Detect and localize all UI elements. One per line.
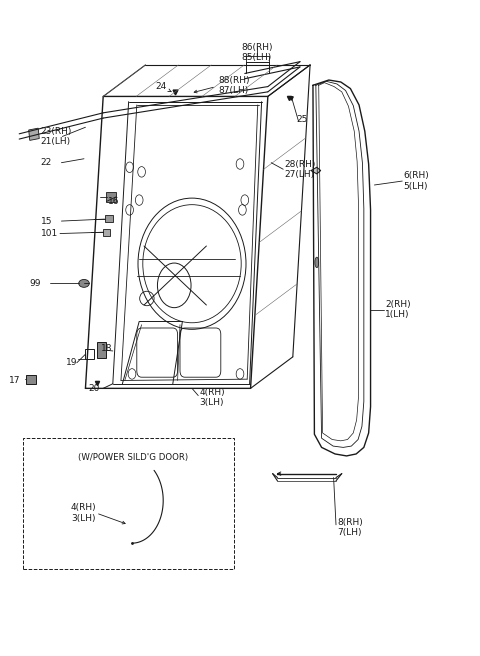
Text: 8(RH)
7(LH): 8(RH) 7(LH) <box>337 518 363 537</box>
Text: 2(RH)
1(LH): 2(RH) 1(LH) <box>385 300 410 319</box>
Text: 4(RH)
3(LH): 4(RH) 3(LH) <box>199 388 225 407</box>
FancyBboxPatch shape <box>103 229 110 236</box>
Bar <box>23 438 234 569</box>
FancyBboxPatch shape <box>26 375 36 384</box>
Text: 20: 20 <box>89 384 100 393</box>
Text: 25: 25 <box>297 115 308 124</box>
Polygon shape <box>311 167 321 174</box>
Bar <box>29 128 39 140</box>
Text: 88(RH)
87(LH): 88(RH) 87(LH) <box>218 75 250 95</box>
Ellipse shape <box>79 279 89 287</box>
Text: 18: 18 <box>101 344 112 354</box>
Text: 4(RH)
3(LH): 4(RH) 3(LH) <box>71 503 96 523</box>
Text: 23(RH)
21(LH): 23(RH) 21(LH) <box>41 127 72 146</box>
Text: 15: 15 <box>41 216 52 226</box>
Text: 99: 99 <box>30 279 41 288</box>
Text: 16: 16 <box>108 197 120 206</box>
Text: 17: 17 <box>9 376 20 385</box>
Text: 6(RH)
5(LH): 6(RH) 5(LH) <box>403 171 429 191</box>
Text: (W/POWER SILD'G DOOR): (W/POWER SILD'G DOOR) <box>78 453 189 462</box>
Text: 101: 101 <box>41 229 58 238</box>
FancyBboxPatch shape <box>106 192 116 202</box>
Text: 22: 22 <box>41 158 52 167</box>
Text: 24: 24 <box>156 82 167 91</box>
FancyBboxPatch shape <box>97 342 106 358</box>
Text: 86(RH)
85(LH): 86(RH) 85(LH) <box>241 43 273 62</box>
Text: 19: 19 <box>66 358 78 367</box>
Text: 28(RH)
27(LH): 28(RH) 27(LH) <box>284 159 315 179</box>
Ellipse shape <box>315 257 319 268</box>
FancyBboxPatch shape <box>105 215 113 222</box>
